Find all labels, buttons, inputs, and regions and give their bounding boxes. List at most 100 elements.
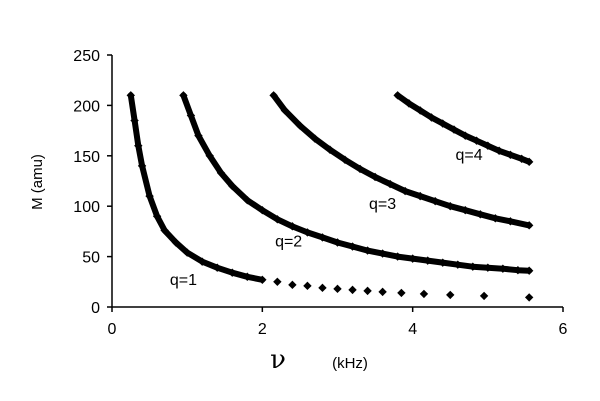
data-point — [333, 238, 342, 247]
data-point — [126, 91, 135, 100]
data-point — [228, 181, 237, 191]
data-point — [449, 125, 459, 134]
data-point — [483, 263, 493, 272]
data-point — [273, 215, 282, 224]
data-point — [340, 155, 350, 165]
y-tick-label: 100 — [73, 199, 100, 216]
series-curve — [270, 92, 533, 229]
data-point — [258, 206, 267, 215]
data-point — [415, 106, 425, 115]
y-tick-label: 150 — [73, 149, 100, 166]
data-point — [310, 134, 320, 143]
data-point — [524, 157, 534, 167]
data-point — [524, 221, 534, 230]
series-layer — [126, 91, 534, 302]
x-tick-label: 4 — [408, 321, 417, 338]
data-point — [333, 284, 342, 294]
data-point — [363, 246, 372, 255]
y-tick-label: 250 — [73, 48, 100, 65]
series-q=4 — [393, 91, 534, 167]
data-point — [385, 179, 395, 189]
y-tick-label: 200 — [73, 98, 100, 115]
data-point — [205, 151, 214, 160]
data-point — [130, 116, 139, 125]
data-point — [288, 222, 297, 231]
data-point — [506, 217, 515, 226]
data-point — [186, 111, 196, 120]
data-point — [438, 119, 447, 128]
data-point — [145, 191, 154, 201]
data-point — [524, 293, 534, 302]
data-point — [408, 254, 417, 263]
data-point — [216, 168, 226, 178]
data-point — [476, 210, 485, 219]
data-point — [325, 145, 335, 154]
data-point — [370, 172, 380, 182]
data-point — [378, 249, 387, 258]
y-tick-label: 0 — [91, 300, 100, 317]
data-point — [303, 281, 312, 291]
data-point — [393, 252, 402, 261]
data-point — [479, 291, 489, 301]
data-point — [438, 258, 447, 267]
data-point — [446, 290, 455, 300]
y-tick-label: 50 — [82, 250, 100, 267]
series-curve — [180, 92, 533, 274]
series-q=1 — [126, 91, 534, 302]
data-point — [427, 113, 436, 122]
data-point — [419, 289, 429, 299]
data-point — [303, 228, 312, 237]
data-point — [213, 263, 222, 272]
data-point — [498, 264, 508, 273]
data-point — [243, 195, 252, 205]
data-point — [318, 233, 327, 242]
data-point — [494, 146, 504, 155]
data-point — [363, 286, 372, 296]
x-tick-label: 0 — [108, 321, 117, 338]
data-point — [513, 266, 523, 275]
curve-labels: q=1 q=2 q=3 q=4 — [170, 147, 483, 289]
data-point — [288, 280, 297, 290]
data-point — [318, 283, 327, 293]
data-point — [258, 275, 267, 284]
data-point — [400, 186, 410, 196]
data-point — [280, 106, 290, 115]
data-point — [243, 272, 252, 281]
axes — [107, 54, 564, 312]
curve-label: q=1 — [170, 272, 197, 289]
data-point — [397, 288, 406, 298]
data-point — [179, 91, 188, 100]
data-point — [453, 260, 462, 269]
data-point — [348, 242, 357, 251]
data-point — [134, 141, 143, 150]
y-tick-labels: 0 50 100 150 200 250 — [73, 48, 100, 317]
data-point — [524, 266, 534, 275]
x-axis-unit: (kHz) — [332, 355, 368, 372]
data-point — [491, 214, 500, 223]
data-point — [194, 131, 203, 140]
data-point — [355, 164, 365, 174]
curve-label: q=3 — [369, 196, 396, 213]
series-q=2 — [179, 91, 534, 275]
curve-label: q=4 — [455, 147, 482, 164]
y-axis-label: M (amu) — [29, 154, 46, 210]
data-point — [152, 212, 162, 221]
data-point — [468, 262, 477, 271]
series-q=3 — [269, 91, 534, 230]
data-point — [295, 121, 305, 130]
data-point — [378, 287, 387, 297]
data-point — [348, 285, 357, 295]
data-point — [506, 150, 515, 159]
data-point — [483, 141, 493, 150]
data-point — [269, 91, 278, 100]
data-point — [423, 256, 432, 265]
data-point — [160, 226, 169, 235]
data-point — [431, 196, 440, 206]
data-point — [228, 268, 237, 277]
data-point — [415, 191, 425, 201]
data-point — [404, 99, 414, 108]
data-point — [446, 202, 455, 211]
data-point — [517, 154, 526, 164]
data-point — [182, 248, 192, 257]
